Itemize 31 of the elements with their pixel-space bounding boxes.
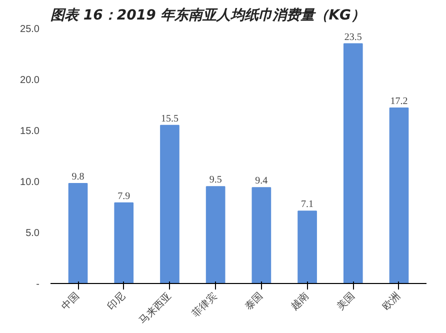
x-tick-label: 欧洲	[380, 290, 403, 313]
bar	[160, 124, 180, 284]
data-label: 7.9	[118, 190, 130, 202]
bar	[252, 187, 272, 284]
data-label: 15.5	[160, 113, 178, 124]
data-label: 7.1	[301, 199, 314, 210]
x-tick-label: 马来西亚	[136, 290, 174, 327]
data-label: 9.4	[255, 176, 268, 187]
x-tick-label: 泰国	[243, 290, 266, 313]
bar	[68, 183, 88, 284]
y-tick-label: -	[36, 279, 40, 290]
y-tick-label: 5.0	[26, 228, 40, 239]
y-tick-label: 15.0	[20, 126, 40, 137]
chart-title: 图表 16：2019 年东南亚人均纸巾消费量（KG）	[50, 6, 366, 24]
data-label: 9.5	[209, 174, 222, 186]
y-tick-label: 10.0	[20, 177, 40, 188]
bar	[298, 210, 317, 284]
data-label: 9.8	[72, 172, 84, 183]
x-tick-label: 菲律宾	[190, 290, 220, 320]
y-tick-label: 20.0	[20, 75, 40, 86]
data-label: 23.5	[344, 32, 362, 43]
bar	[343, 43, 363, 284]
x-tick-label: 越南	[288, 290, 312, 313]
x-tick-label: 美国	[334, 290, 358, 313]
x-tick-label: 印尼	[105, 290, 128, 313]
y-tick-label: 25.0	[20, 24, 40, 35]
bar	[206, 186, 226, 284]
bar	[389, 108, 409, 284]
bar	[114, 202, 134, 284]
data-label: 17.2	[390, 96, 408, 108]
x-tick-label: 中国	[59, 290, 82, 313]
